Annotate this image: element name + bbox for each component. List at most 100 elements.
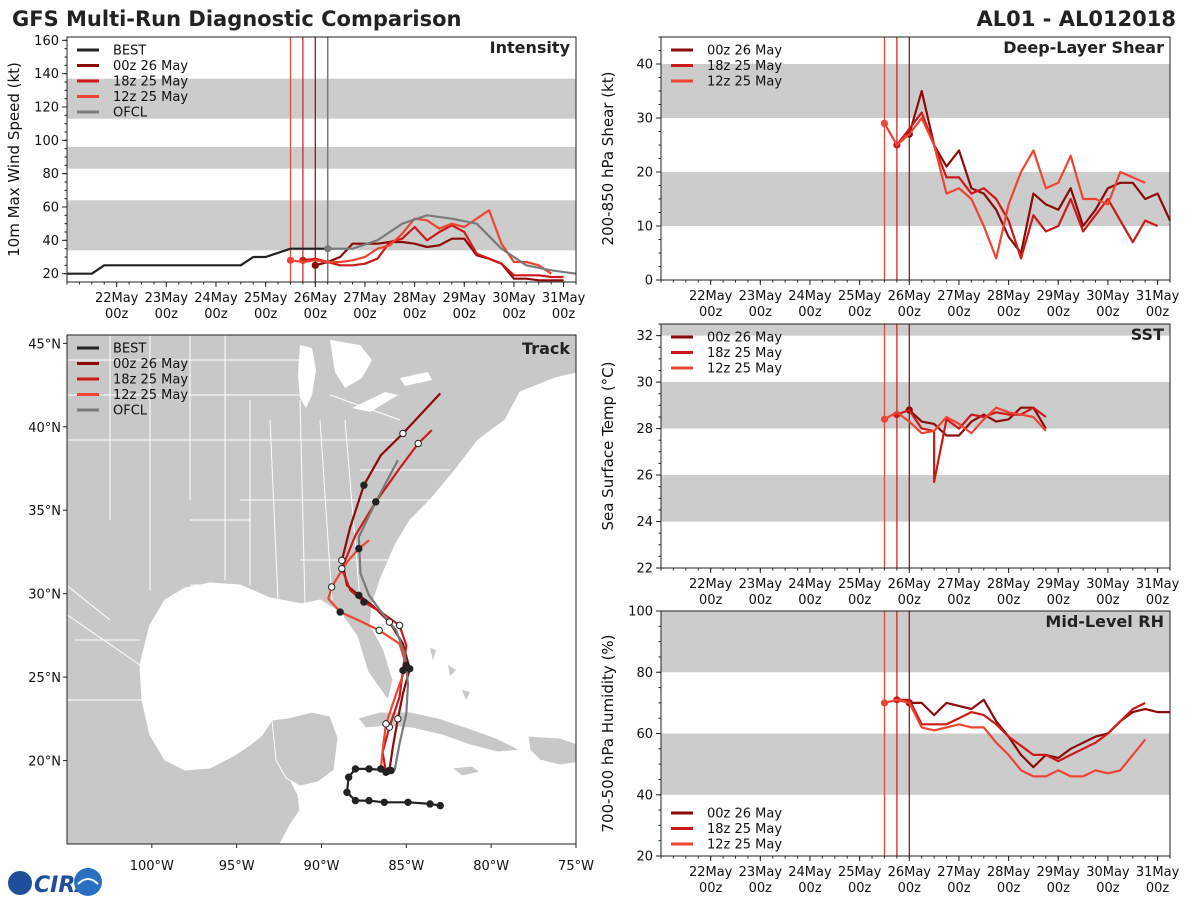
intensity-ytick-label-0: 20 [42,267,59,282]
track-point-3-6 [375,626,383,635]
track-xtick-label-2: 90°W [304,859,340,874]
cira-globe-icon [8,871,32,895]
rh-xtick-label-5: 27May [937,865,981,880]
intensity-marker-4 [324,245,332,253]
sst-xtick-label-4: 26May [888,577,932,592]
track-point-0-4 [365,796,373,805]
intensity-xtick-label-4: 26May [294,291,338,306]
track-xtick-label-5: 75°W [558,859,594,874]
storm-id: AL01 - AL012018 [977,7,1177,31]
yucatan-land [271,711,339,787]
lake-ontario [400,372,432,386]
intensity-band-1 [67,147,576,169]
shear-xtick-label-4: 26May [888,289,932,304]
figure-title: GFS Multi-Run Diagnostic Comparison [12,7,461,31]
shear-series-0 [908,89,1171,255]
rh-legend-label-2: 12z 25 May [707,838,782,853]
intensity-xtick-hour-3: 00z [254,307,278,322]
track-point-0-1 [426,800,434,808]
sst-xtick-hour-8: 00z [1096,593,1120,608]
hispaniola-land [527,735,576,766]
track-legend-label-4: OFCL [113,404,148,419]
intensity-series-2 [302,224,564,279]
track-legend-label-1: 00z 26 May [113,357,188,372]
shear-xtick-label-6: 28May [987,289,1031,304]
rh-series-0 [909,698,1170,769]
track-point-3-8 [336,608,344,616]
lake-huron [330,340,372,388]
rh-band-1 [661,611,1170,673]
rh-xtick-hour-6: 00z [997,881,1021,896]
rh-series-2 [884,698,1147,778]
sst-xtick-label-6: 28May [987,577,1031,592]
intensity-xtick-hour-0: 00z [105,307,129,322]
noaa-seal-icon [74,868,102,896]
intensity-marker-1 [311,261,319,269]
shear-legend-label-2: 12z 25 May [707,75,782,90]
rh-legend-label-0: 00z 26 May [707,807,782,822]
intensity-xtick-hour-9: 00z [552,307,576,322]
sst-xtick-label-7: 29May [1037,577,1081,592]
track-ytick-label-5: 45°N [28,337,61,352]
rh-xtick-label-0: 22May [689,865,733,880]
intensity-xtick-hour-6: 00z [403,307,427,322]
sst-ylabel: Sea Surface Temp (°C) [599,361,617,530]
track-point-0-7 [344,773,353,781]
track-point-3-2 [382,720,390,728]
intensity-xtick-hour-1: 00z [155,307,179,322]
shear-xtick-label-9: 31May [1136,289,1180,304]
sst-band-2 [661,324,1170,336]
intensity-xtick-label-6: 28May [393,291,437,306]
intensity-xtick-hour-2: 00z [204,307,228,322]
shear-panel-title: Deep-Layer Shear [1003,38,1164,57]
rh-xtick-label-8: 30May [1086,865,1130,880]
sst-xtick-hour-5: 00z [947,593,971,608]
sst-xtick-hour-9: 00z [1146,593,1170,608]
track-point-2-4 [399,666,407,675]
rh-xtick-label-9: 31May [1136,865,1180,880]
track-point-2-10 [338,564,346,573]
rh-xtick-hour-7: 00z [1047,881,1071,896]
track-xtick-label-4: 80°W [473,859,509,874]
track-point-1-14 [399,429,407,438]
intensity-xtick-label-9: 31May [542,291,586,306]
rh-xtick-hour-0: 00z [699,881,723,896]
sst-xtick-label-0: 22May [689,577,733,592]
rh-ytick-label-2: 60 [636,727,653,742]
intensity-panel: 2040608010012014016022May00z23May00z24Ma… [5,34,586,322]
shear-xtick-hour-9: 00z [1146,305,1170,320]
track-point-0-5 [351,796,360,805]
intensity-xtick-label-2: 24May [194,291,238,306]
rh-xtick-hour-9: 00z [1146,881,1170,896]
shear-xtick-label-5: 27May [937,289,981,304]
rh-xtick-hour-2: 00z [798,881,822,896]
intensity-ytick-label-7: 160 [34,34,59,49]
track-point-0-2 [404,798,412,806]
intensity-marker-3 [286,256,295,264]
shear-xtick-hour-4: 00z [898,305,922,320]
rh-series-1 [896,698,1146,763]
intensity-xtick-hour-8: 00z [502,307,526,322]
bahamas-land [430,648,470,700]
track-xtick-label-0: 100°W [130,859,174,874]
intensity-xtick-hour-5: 00z [353,307,377,322]
intensity-legend-label-4: OFCL [113,106,148,121]
track-point-3-10 [327,583,336,591]
sst-plot-area [661,324,1170,568]
intensity-ylabel: 10m Max Wind Speed (kt) [5,62,23,257]
track-data [327,392,444,810]
shear-ytick-label-1: 10 [636,220,653,235]
track-point-0-3 [380,798,388,806]
intensity-xtick-hour-4: 00z [304,307,328,322]
rh-ylabel: 700-500 hPa Humidity (%) [599,634,617,832]
intensity-legend-label-2: 18z 25 May [113,75,188,90]
lake-michigan [298,345,316,408]
shear-legend-label-0: 00z 26 May [707,44,782,59]
rh-xtick-hour-4: 00z [898,881,922,896]
shear-xtick-hour-3: 00z [848,305,872,320]
shear-ylabel: 200-850 hPa Shear (kt) [599,72,617,246]
intensity-xtick-label-1: 23May [145,291,189,306]
intensity-legend-label-3: 12z 25 May [113,90,188,105]
rh-panel-title: Mid-Level RH [1045,612,1164,631]
shear-ytick-label-3: 30 [636,112,653,127]
